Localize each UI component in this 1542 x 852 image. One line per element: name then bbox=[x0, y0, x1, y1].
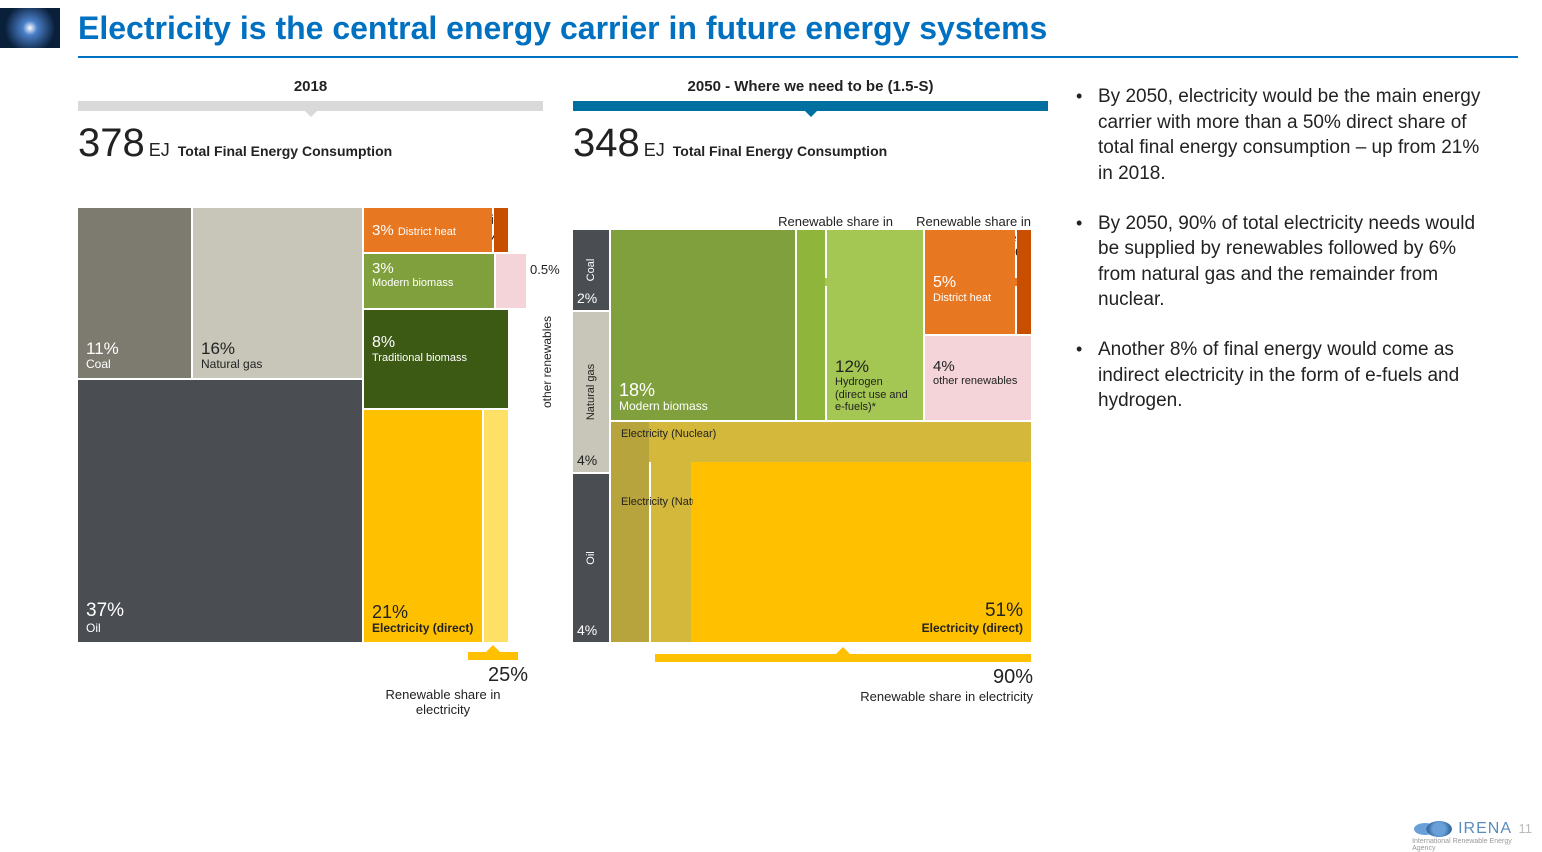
year-label-2050: 2050 - Where we need to be (1.5-S) bbox=[573, 78, 1048, 95]
footer-brand: IRENA bbox=[1458, 820, 1512, 838]
total-value: 378 bbox=[78, 121, 145, 166]
year-bar-2018 bbox=[78, 101, 543, 111]
block-dh-ren bbox=[494, 208, 508, 252]
bullet-item: By 2050, electricity would be the main e… bbox=[1076, 84, 1486, 187]
block-dh-ren-2050 bbox=[1017, 230, 1031, 334]
block-dh: 3% District heat bbox=[364, 208, 492, 252]
page-number: 11 bbox=[1519, 821, 1533, 836]
block-mbio: 3% Modern biomass bbox=[364, 254, 494, 308]
block-elec-2050-label: 51% Electricity (direct) bbox=[693, 462, 1031, 642]
block-egas bbox=[651, 462, 691, 642]
elec-share-txt-2018: 25% Renewable share in electricity bbox=[358, 664, 528, 717]
chart-2018: 2018 378 EJ Total Final Energy Consumpti… bbox=[78, 78, 543, 648]
slide-title: Electricity is the central energy carrie… bbox=[78, 10, 1047, 47]
bullet-list: By 2050, electricity would be the main e… bbox=[1076, 78, 1486, 648]
block-elec-ren bbox=[484, 410, 508, 642]
total-unit: EJ bbox=[149, 140, 170, 161]
elec-share-bar-2050 bbox=[655, 654, 1031, 662]
total-label: Total Final Energy Consumption bbox=[673, 143, 887, 159]
footer-logo: IRENA International Renewable Energy Age… bbox=[1412, 820, 1512, 838]
block-enuc bbox=[611, 422, 649, 642]
year-bar-2050 bbox=[573, 101, 1048, 111]
block-coal: 11% Coal bbox=[78, 208, 191, 378]
enuc-label: Electricity (Nuclear) bbox=[621, 428, 716, 441]
title-underline bbox=[78, 56, 1518, 58]
elec-share-bar-2018 bbox=[468, 652, 518, 660]
block-oil: 37% Oil bbox=[78, 380, 362, 642]
block-tbio: 8% Traditional biomass bbox=[364, 310, 508, 408]
block-gas: 16% Natural gas bbox=[193, 208, 362, 378]
total-value: 348 bbox=[573, 121, 640, 166]
slide-logo bbox=[0, 8, 60, 48]
treemap-charts: 2018 378 EJ Total Final Energy Consumpti… bbox=[78, 78, 1048, 648]
total-2050: 348 EJ Total Final Energy Consumption bbox=[573, 121, 1048, 166]
chart-2050: 2050 - Where we need to be (1.5-S) 348 E… bbox=[573, 78, 1048, 648]
sb-coal: Coal 2% bbox=[573, 230, 609, 310]
treemap-2050: Coal 2% Natural gas 4% Oil 4% 18% Modern… bbox=[573, 230, 1033, 648]
bullet-item: By 2050, 90% of total electricity needs … bbox=[1076, 211, 1486, 314]
total-2018: 378 EJ Total Final Energy Consumption bbox=[78, 121, 543, 166]
block-elec: 21% Electricity (direct) bbox=[364, 410, 482, 642]
bullet-item: Another 8% of final energy would come as… bbox=[1076, 337, 1486, 414]
block-h2-ren bbox=[797, 230, 825, 420]
block-other bbox=[496, 254, 526, 308]
treemap-2018: 11% Coal 16% Natural gas 37% Oil 3% Dist… bbox=[78, 208, 530, 642]
block-other-2050: 4% other renewables bbox=[925, 336, 1031, 420]
total-unit: EJ bbox=[644, 140, 665, 161]
year-label-2018: 2018 bbox=[78, 78, 543, 95]
other-pct-2018: 0.5% bbox=[530, 262, 560, 278]
block-dh-2050: 5% District heat bbox=[925, 230, 1015, 334]
globe-icon bbox=[1426, 821, 1452, 837]
other-ren-side-label: other renewables bbox=[540, 316, 554, 408]
elec-share-txt-2050: 90% Renewable share in electricity bbox=[823, 666, 1033, 704]
total-label: Total Final Energy Consumption bbox=[178, 143, 392, 159]
sb-gas: Natural gas 4% bbox=[573, 312, 609, 472]
block-mbio-2050: 18% Modern biomass bbox=[611, 230, 795, 420]
block-h2: 12% Hydrogen (direct use and e-fuels)* bbox=[827, 230, 923, 420]
sb-oil: Oil 4% bbox=[573, 474, 609, 642]
